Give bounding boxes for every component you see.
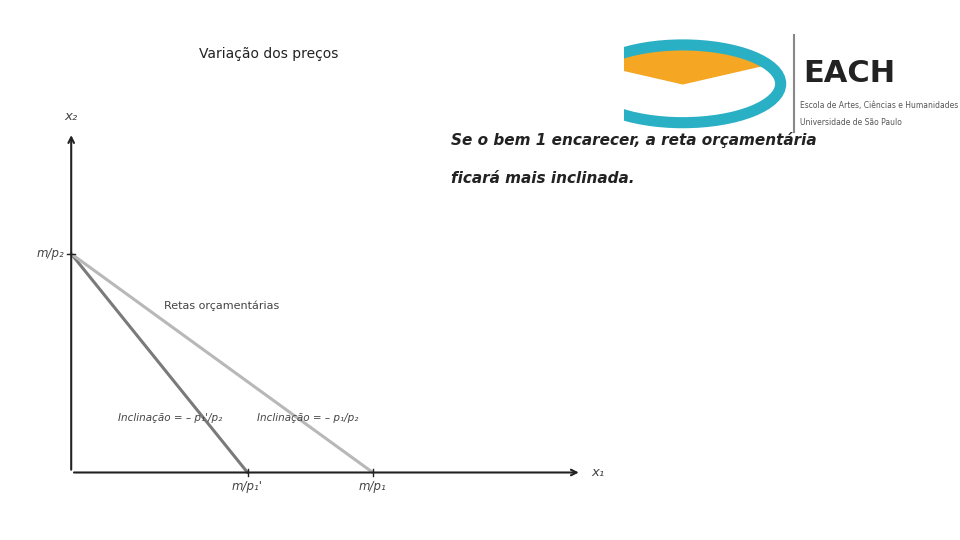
Wedge shape — [604, 48, 762, 84]
Text: x₁: x₁ — [591, 466, 604, 479]
Text: m/p₂: m/p₂ — [36, 247, 64, 260]
Text: x₂: x₂ — [64, 110, 78, 123]
Text: Escola de Artes, Ciências e Humanidades: Escola de Artes, Ciências e Humanidades — [801, 102, 958, 110]
Text: Universidade de São Paulo: Universidade de São Paulo — [801, 118, 902, 127]
Text: m/p₁: m/p₁ — [359, 480, 387, 493]
Text: Se o bem 1 encarecer, a reta orçamentária: Se o bem 1 encarecer, a reta orçamentári… — [451, 132, 817, 149]
Text: ficará mais inclinada.: ficará mais inclinada. — [451, 171, 635, 186]
Text: Variação dos preços: Variação dos preços — [199, 47, 339, 61]
Text: Retas orçamentárias: Retas orçamentárias — [164, 300, 279, 310]
Text: m/p₁': m/p₁' — [232, 480, 263, 493]
Text: Inclinação = – p₁/p₂: Inclinação = – p₁/p₂ — [257, 413, 358, 423]
Text: EACH: EACH — [804, 59, 896, 88]
Text: Inclinação = – p₁'/p₂: Inclinação = – p₁'/p₂ — [118, 413, 222, 423]
